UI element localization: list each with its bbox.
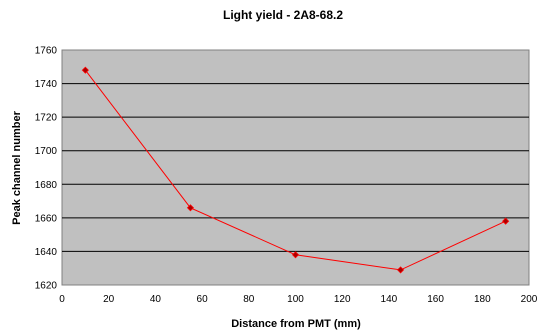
x-tick-label: 180 <box>474 294 491 305</box>
y-tick-label: 1680 <box>35 180 58 191</box>
x-tick-label: 120 <box>334 294 351 305</box>
y-axis-ticks: 1620 1640 1660 1680 1700 1720 1740 1760 <box>35 46 58 292</box>
data-point <box>81 66 89 74</box>
y-tick-label: 1620 <box>35 281 58 292</box>
x-tick-label: 160 <box>427 294 444 305</box>
plot-area <box>61 49 530 286</box>
x-tick-label: 60 <box>197 294 209 305</box>
x-tick-label: 200 <box>521 294 538 305</box>
x-tick-label: 140 <box>381 294 398 305</box>
gridlines <box>62 83 529 252</box>
y-tick-label: 1700 <box>35 146 58 157</box>
y-tick-label: 1720 <box>35 113 58 124</box>
chart-title: Light yield - 2A8-68.2 <box>223 8 343 22</box>
x-tick-label: 100 <box>287 294 304 305</box>
x-tick-label: 20 <box>103 294 115 305</box>
data-point <box>502 217 510 225</box>
x-axis-label: Distance from PMT (mm) <box>231 318 361 330</box>
data-points <box>81 66 510 274</box>
y-tick-label: 1660 <box>35 213 58 224</box>
data-point <box>291 251 300 259</box>
data-point <box>186 204 194 212</box>
x-tick-label: 40 <box>150 294 162 305</box>
y-tick-label: 1760 <box>35 46 58 57</box>
y-axis-label: Peak channel number <box>11 110 23 224</box>
y-tick-label: 1640 <box>35 247 58 258</box>
x-axis-ticks: 0 20 40 60 80 100 120 140 160 180 200 <box>59 294 538 305</box>
data-point <box>397 266 405 274</box>
x-tick-label: 0 <box>59 294 65 305</box>
x-tick-label: 80 <box>243 294 255 305</box>
y-tick-label: 1740 <box>35 79 58 90</box>
